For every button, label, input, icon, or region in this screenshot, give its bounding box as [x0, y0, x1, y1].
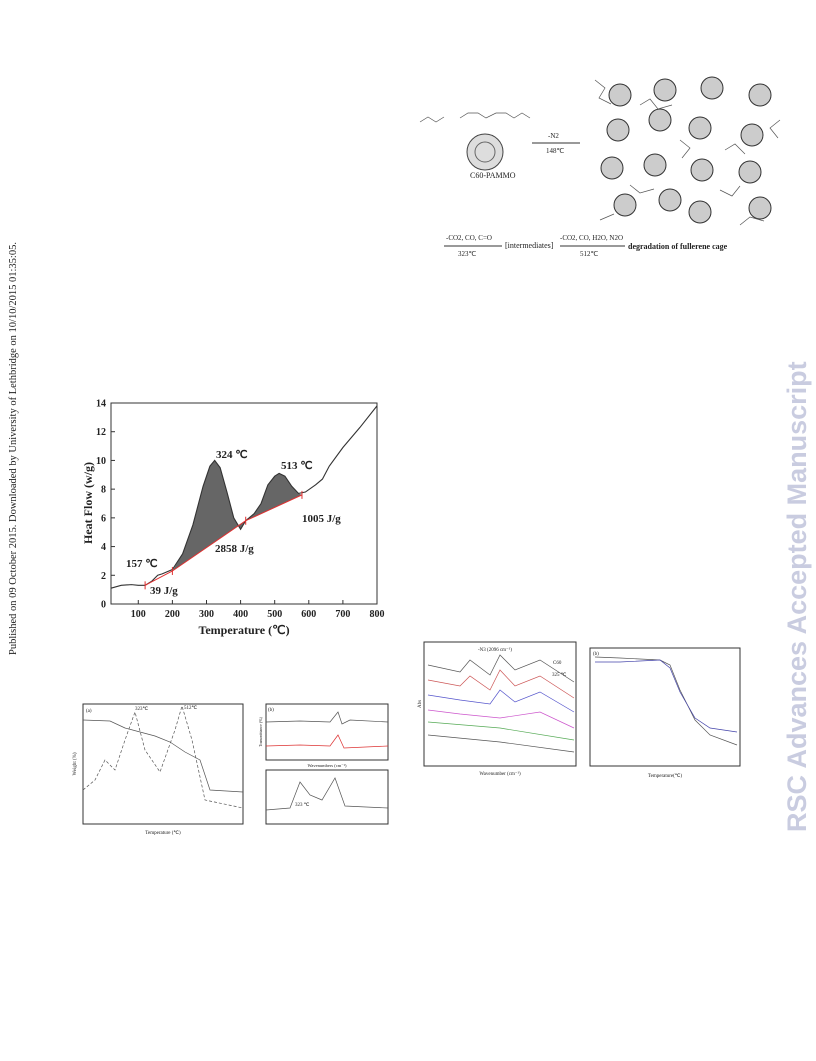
intermediate: [intermediates]	[505, 241, 554, 250]
annotation: C60	[553, 661, 562, 666]
ratio-figure: (b) Temperature(℃)	[589, 647, 741, 779]
y-axis-label: Heat Flow (w/g)	[81, 462, 95, 544]
panel-label: (a)	[86, 709, 92, 714]
x-tick-label: 100	[131, 609, 146, 620]
annotation: 513 ℃	[281, 460, 313, 472]
peak-label: 512℃	[184, 705, 198, 711]
y-tick-label: 2	[101, 571, 106, 582]
heat-flow-line	[110, 405, 378, 589]
x-tick-label: 700	[335, 609, 350, 620]
x-axis-label: Wavenumber (cm⁻¹)	[479, 771, 521, 777]
x-axis-label: Temperature(℃)	[648, 773, 682, 779]
peak-area	[172, 460, 246, 571]
tga-figure: (a) 323℃ 512℃ Weight (%) Temperature (℃)	[73, 703, 244, 836]
annotation: 2858 J/g	[215, 543, 254, 555]
x-axis-label: Wavenumbers (cm⁻¹)	[308, 763, 347, 768]
peak-label: 323 ℃	[295, 802, 310, 808]
ftir-figure: (b) Wavenumbers (cm⁻¹) Transmittance (%)…	[258, 703, 389, 825]
insitu-figure: -N3 (2096 cm⁻¹) C60 325 ℃ Wavenumber (cm…	[418, 641, 577, 777]
x-axis-label: Temperature (℃)	[198, 623, 289, 637]
step-loss: -CO2, CO, H2O, N2O	[560, 234, 623, 242]
baseline	[144, 494, 303, 586]
y-tick-label: 4	[101, 542, 106, 553]
dsc-chart: Temperature (℃) Heat Flow (w/g) 100 200 30…	[81, 399, 385, 638]
y-axis-label: Weight (%)	[73, 752, 78, 775]
x-tick-label: 800	[370, 609, 385, 620]
y-tick-label: 14	[96, 399, 106, 410]
side-note: Published on 09 October 2015. Downloaded…	[8, 242, 19, 655]
scheme: C60-PAMMO -N2 148℃ -CO2, CO, C=O 323℃ [i…	[419, 76, 781, 258]
x-tick-label: 600	[301, 609, 316, 620]
y-axis-label: Abs	[418, 700, 423, 708]
x-tick-label: 300	[199, 609, 214, 620]
peak-label: 323℃	[135, 706, 149, 712]
step-temp: 323℃	[458, 250, 477, 258]
annotation: 39 J/g	[150, 585, 178, 597]
step-temp: 148℃	[546, 147, 565, 155]
y-tick-label: 8	[101, 485, 106, 496]
product: degradation of fullerene cage	[628, 242, 728, 251]
step-loss: -N2	[548, 132, 559, 140]
y-axis-label: Transmittance (%)	[258, 716, 263, 746]
step-loss: -CO2, CO, C=O	[446, 234, 492, 242]
y-tick-label: 6	[101, 513, 106, 524]
watermark: RSC Advances Accepted Manuscript	[782, 361, 812, 832]
compound-label: C60-PAMMO	[470, 171, 516, 180]
peak-area	[245, 473, 302, 521]
x-axis-label: Temperature (℃)	[145, 830, 181, 836]
y-tick-label: 10	[96, 456, 106, 467]
annotation: 1005 J/g	[302, 513, 341, 525]
panel-label: (b)	[268, 708, 274, 713]
y-tick-label: 12	[96, 427, 106, 438]
step-temp: 512℃	[580, 250, 599, 258]
annotation: 324 ℃	[216, 449, 248, 461]
annotation: 325 ℃	[552, 672, 567, 678]
panel-label: (b)	[593, 652, 599, 657]
x-tick-label: 400	[233, 609, 248, 620]
annotation: 157 ℃	[126, 558, 158, 570]
y-tick-label: 0	[101, 600, 106, 611]
x-tick-label: 500	[267, 609, 282, 620]
x-tick-label: 200	[165, 609, 180, 620]
annotation: -N3 (2096 cm⁻¹)	[478, 647, 512, 653]
